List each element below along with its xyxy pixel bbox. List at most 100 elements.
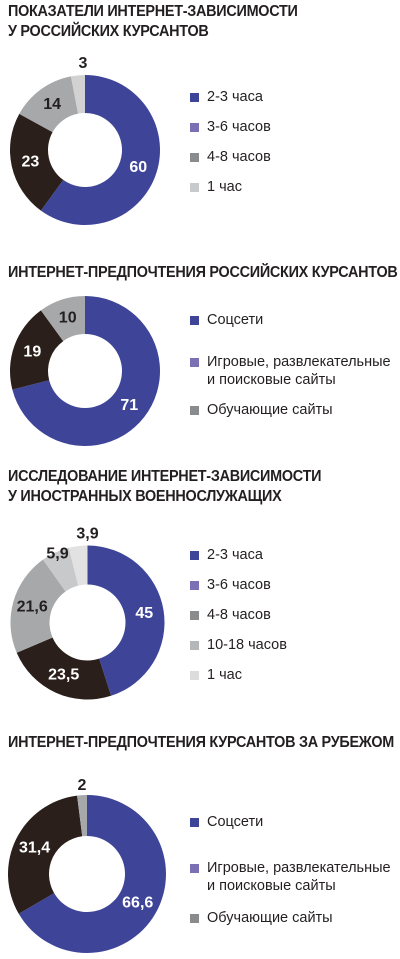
legend-label: Игровые, развлекательные [207, 354, 391, 370]
slice-value-label: 3 [79, 55, 88, 72]
donut-slice [42, 547, 79, 592]
chart-title-line: У ИНОСТРАННЫХ ВОЕННОСЛУЖАЩИХ [8, 488, 282, 505]
legend-item: 1 час [190, 666, 287, 684]
legend-label: 10-18 часов [207, 637, 287, 653]
legend-swatch [190, 183, 199, 192]
legend: Соцсети Игровые, развлекательные и поиско… [190, 311, 391, 419]
legend-item: Игровые, развлекательные и поисковые сайт… [190, 859, 391, 895]
legend: Соцсети Игровые, развлекательные и поиско… [190, 813, 391, 927]
slice-value-label: 60 [129, 159, 147, 176]
legend-item: Соцсети [190, 311, 391, 329]
donut-chart: 45 23,5 21,6 5,9 3,9 [10, 526, 165, 700]
legend-swatch [190, 611, 199, 620]
chart-title: ПОКАЗАТЕЛИ ИНТЕРНЕТ-ЗАВИСИМОСТИ У РОССИЙ… [8, 2, 298, 42]
legend-label: и поисковые сайты [207, 878, 336, 894]
chart-title-line: ИССЛЕДОВАНИЕ ИНТЕРНЕТ-ЗАВИСИМОСТИ [8, 468, 322, 485]
legend: 2-3 часа 3-6 часов 4-8 часов 10-18 часов… [190, 546, 287, 684]
slice-value-label: 23,5 [48, 666, 79, 683]
slice-value-label: 31,4 [19, 840, 50, 857]
legend-item: 2-3 часа [190, 546, 287, 564]
slice-value-label: 3,9 [76, 526, 98, 543]
donut-slice [10, 559, 66, 653]
legend-label: и поисковые сайты [207, 372, 336, 388]
donut-slice [18, 795, 166, 953]
legend-item: 2-3 часа [190, 88, 271, 106]
legend-label: Обучающие сайты [207, 910, 333, 926]
legend-item: 4-8 часов [190, 148, 271, 166]
donut-chart: 66,6 31,4 2 [7, 777, 166, 953]
donut-slice [40, 296, 85, 342]
legend-label: Игровые, развлекательные [207, 860, 391, 876]
legend-label: Соцсети [207, 312, 264, 328]
legend-swatch [190, 914, 199, 923]
slice-value-label: 23 [21, 154, 39, 171]
chart-title: ИНТЕРНЕТ-ПРЕДПОЧТЕНИЯ КУРСАНТОВ ЗА РУБЕЖ… [8, 733, 394, 753]
legend-item: 3-6 часов [190, 576, 287, 594]
donut-slice [10, 113, 64, 211]
slice-value-label: 45 [135, 605, 153, 622]
legend-item: 10-18 часов [190, 636, 287, 654]
legend-swatch [190, 153, 199, 162]
legend-swatch [190, 551, 199, 560]
slice-value-label: 14 [43, 96, 61, 113]
legend-item: Обучающие сайты [190, 909, 391, 927]
donut-slice [7, 795, 83, 914]
legend-label: Обучающие сайты [207, 402, 333, 418]
chart-title-line: ИНТЕРНЕТ-ПРЕДПОЧТЕНИЯ РОССИЙСКИХ КУРСАНТ… [8, 264, 398, 281]
chart-title: ИНТЕРНЕТ-ПРЕДПОЧТЕНИЯ РОССИЙСКИХ КУРСАНТ… [8, 263, 398, 283]
chart-title: ИССЛЕДОВАНИЕ ИНТЕРНЕТ-ЗАВИСИМОСТИ У ИНОС… [8, 467, 321, 507]
donut-slice [16, 637, 112, 700]
legend-item: 1 час [190, 178, 271, 196]
legend-label: 4-8 часов [207, 149, 271, 165]
chart-section-1: ПОКАЗАТЕЛИ ИНТЕРНЕТ-ЗАВИСИМОСТИ У РОССИЙ… [0, 2, 400, 227]
legend-swatch [190, 641, 199, 650]
chart-section-2: ИНТЕРНЕТ-ПРЕДПОЧТЕНИЯ РОССИЙСКИХ КУРСАНТ… [0, 263, 400, 448]
slice-value-label: 19 [23, 344, 41, 361]
legend-swatch [190, 671, 199, 680]
legend-label: 2-3 часа [207, 89, 263, 105]
legend-label: 3-6 часов [207, 577, 271, 593]
donut-slice [87, 545, 165, 696]
chart-title-line: ИНТЕРНЕТ-ПРЕДПОЧТЕНИЯ КУРСАНТОВ ЗА РУБЕЖ… [8, 734, 395, 751]
slice-value-label: 10 [59, 309, 77, 326]
slice-value-label: 5,9 [46, 546, 68, 563]
chart-section-3: ИССЛЕДОВАНИЕ ИНТЕРНЕТ-ЗАВИСИМОСТИ У ИНОС… [0, 467, 400, 707]
legend-swatch [190, 406, 199, 415]
legend-swatch [190, 316, 199, 325]
legend-swatch [190, 358, 199, 367]
donut-slice [19, 76, 79, 133]
legend-label: 4-8 часов [207, 607, 271, 623]
legend-swatch [190, 581, 199, 590]
slice-value-label: 71 [120, 397, 138, 414]
legend-label: Соцсети [207, 814, 264, 830]
legend-item: Соцсети [190, 813, 391, 831]
legend-swatch [190, 93, 199, 102]
donut-slice [40, 74, 160, 225]
donut-slice [68, 545, 88, 586]
legend-label: 3-6 часов [207, 119, 271, 135]
legend-swatch [190, 123, 199, 132]
donut-slice [77, 795, 87, 837]
legend-swatch [190, 818, 199, 827]
legend-label: 2-3 часа [207, 547, 263, 563]
legend-label: 1 час [207, 179, 242, 195]
legend-item: Игровые, развлекательные и поисковые сайт… [190, 353, 391, 389]
legend-swatch [190, 864, 199, 873]
chart-title-line: У РОССИЙСКИХ КУРСАНТОВ [8, 23, 209, 40]
legend-item: 3-6 часов [190, 118, 271, 136]
legend-label: 1 час [207, 667, 242, 683]
donut-slice [70, 75, 85, 114]
slice-value-label: 66,6 [122, 895, 153, 912]
slice-value-label: 2 [78, 777, 87, 794]
chart-section-4: ИНТЕРНЕТ-ПРЕДПОЧТЕНИЯ КУРСАНТОВ ЗА РУБЕЖ… [0, 733, 400, 959]
donut-slice [12, 296, 161, 446]
donut-chart: 60 23 14 3 [10, 55, 160, 225]
chart-title-line: ПОКАЗАТЕЛИ ИНТЕРНЕТ-ЗАВИСИМОСТИ [8, 3, 298, 20]
legend-item: Обучающие сайты [190, 401, 391, 419]
donut-chart: 71 19 10 [10, 296, 161, 446]
donut-slice [10, 310, 64, 390]
legend-item: 4-8 часов [190, 606, 287, 624]
legend: 2-3 часа 3-6 часов 4-8 часов 1 час [190, 88, 271, 196]
slice-value-label: 21,6 [17, 598, 48, 615]
